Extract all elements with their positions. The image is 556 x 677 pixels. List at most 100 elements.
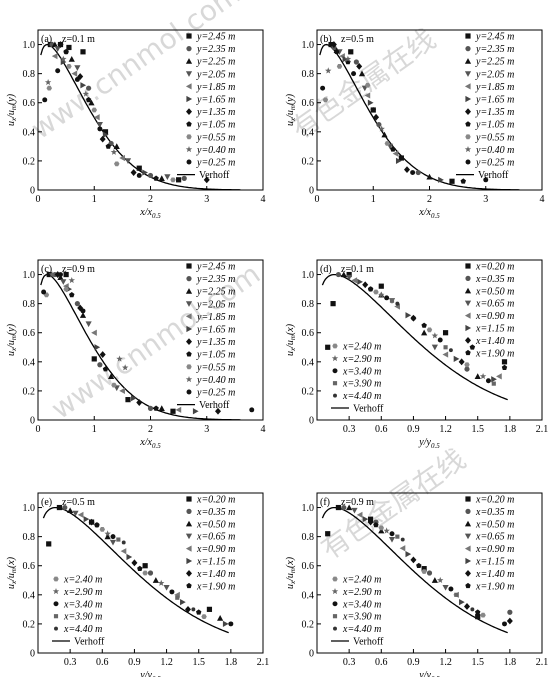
legend-entry: x=0.35 m: [475, 274, 514, 285]
data-point: [421, 569, 427, 574]
data-point: [96, 121, 103, 128]
x-axis-label: y/y0.5: [418, 437, 440, 450]
data-point: [364, 92, 371, 99]
data-point: [370, 107, 376, 113]
x-tick-label: 0.9: [407, 424, 420, 435]
data-point: [405, 550, 412, 558]
data-point: [63, 286, 69, 292]
x-tick-label: 0: [36, 194, 41, 205]
y-tick-label: 0.2: [302, 386, 315, 397]
panel-subtitle: z=0.9 m: [341, 497, 374, 508]
legend-entry: y=1.35 m: [196, 107, 235, 118]
x-tick-label: 0.9: [128, 657, 141, 668]
data-point: [362, 516, 369, 523]
legend-marker: [186, 508, 192, 514]
data-point: [373, 289, 379, 295]
data-point: [60, 279, 67, 285]
data-point: [170, 408, 176, 414]
data-point: [147, 172, 154, 179]
data-point: [163, 584, 170, 591]
legend-marker: [332, 576, 338, 582]
data-point: [196, 609, 202, 615]
legend-entry: x=0.65 m: [196, 532, 235, 543]
legend-entry: y=2.35 m: [475, 44, 514, 55]
y-tick-label: 0.8: [23, 69, 36, 80]
data-point: [438, 176, 444, 183]
legend-entry: x=4.40 m: [342, 624, 381, 635]
x-axis-label: x/x0.5: [418, 207, 440, 220]
data-point: [442, 330, 449, 336]
chart-panel-d: 0 0.2 0.4 0.6 0.8 1.0 0.3 0.6 0.9 1.2 1.5 1.8 2.1 y/y…: [285, 259, 548, 450]
legend-entry: x=0.90 m: [475, 311, 514, 322]
data-point: [342, 55, 349, 63]
data-point: [378, 291, 385, 298]
x-axis-label: x/x0.5: [139, 207, 161, 220]
data-point: [335, 271, 342, 278]
panel-subtitle: z=0.5 m: [62, 497, 95, 508]
data-point: [46, 271, 52, 278]
data-point: [353, 59, 359, 65]
data-point: [378, 283, 384, 289]
data-point: [83, 516, 90, 523]
data-point: [398, 155, 404, 161]
data-point: [99, 135, 106, 143]
legend-entry: x=3.90 m: [63, 612, 102, 623]
legend-entry: y=1.35 m: [475, 107, 514, 118]
legend-entry: x=2.40 m: [63, 575, 102, 586]
y-axis-label: ux/um(x): [285, 556, 297, 589]
data-point: [152, 577, 159, 583]
x-tick-label: 0.9: [407, 657, 420, 668]
legend-entry: x=2.90 m: [342, 587, 381, 598]
panel-subtitle: z=0.1 m: [62, 34, 95, 45]
data-point: [336, 64, 343, 69]
legend-entry: y=0.25 m: [475, 158, 514, 169]
data-point: [55, 68, 61, 74]
legend-marker: [185, 520, 193, 527]
legend-marker: [465, 275, 471, 281]
data-point: [158, 175, 165, 181]
data-point: [330, 301, 336, 307]
panel-label: (c): [41, 264, 52, 275]
legend-entry: y=0.40 m: [196, 375, 235, 386]
panel-label: (f): [320, 497, 330, 508]
data-point: [395, 157, 402, 165]
data-point: [378, 527, 385, 534]
data-point: [63, 271, 69, 278]
panel-label: (a): [41, 34, 52, 45]
data-point: [147, 405, 154, 411]
legend-marker: [186, 134, 192, 140]
data-point: [502, 621, 507, 627]
data-point: [322, 97, 329, 103]
y-tick-label: 0.2: [23, 386, 36, 397]
watermark-text: 有色金属在线: [315, 442, 472, 565]
data-point: [426, 173, 433, 180]
legend-entry: x=0.90 m: [196, 544, 235, 555]
data-point: [395, 534, 400, 539]
chart-panel-a: 0 0.2 0.4 0.6 0.8 1.0 0 1 2 3 4 x/x0.5 ux/um(y) (a) z=…: [6, 29, 266, 220]
x-axis-label: y/y0.5: [418, 670, 440, 677]
panel-subtitle: z=0.9 m: [62, 264, 95, 275]
legend-marker: [465, 324, 472, 332]
data-point: [68, 55, 75, 62]
legend-marker: [186, 364, 192, 370]
plot-frame: [316, 492, 543, 654]
data-point: [351, 71, 357, 77]
data-point: [346, 274, 353, 281]
legend-entry: y=1.35 m: [196, 337, 235, 348]
legend-marker: [186, 46, 192, 52]
legend-marker: [465, 159, 471, 165]
panel-subtitle: z=0.5 m: [341, 34, 374, 45]
legend-entry: x=4.40 m: [63, 624, 102, 635]
legend-entry: x=0.50 m: [475, 286, 514, 297]
legend-marker: [464, 287, 472, 294]
legend-entry: x=0.50 m: [475, 519, 514, 530]
data-point: [72, 510, 79, 517]
data-point: [69, 292, 75, 298]
y-tick-label: 0.4: [302, 357, 315, 368]
data-point: [176, 177, 182, 183]
y-tick-label: 0.2: [23, 619, 36, 630]
data-point: [464, 366, 470, 372]
legend-line-label: Verhoff: [74, 637, 105, 648]
data-point: [453, 355, 460, 363]
data-point: [93, 114, 100, 121]
